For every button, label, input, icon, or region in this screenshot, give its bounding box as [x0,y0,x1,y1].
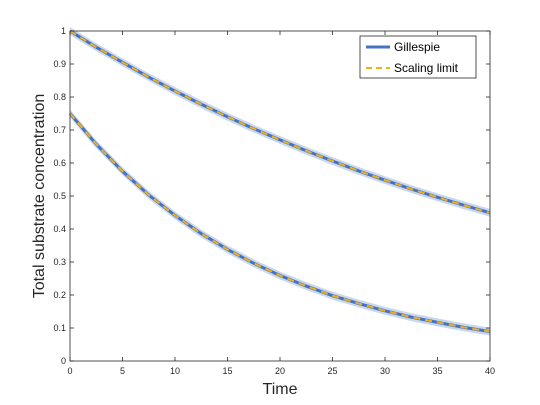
scaling-limit-line-1 [69,112,491,333]
y-axis-label: Total substrate concentration [31,94,48,299]
x-axis-label: Time [263,381,298,398]
legend: Gillespie Scaling limit [359,35,477,79]
ticks: 0 5 10 15 20 25 30 35 40 0 0.1 0.2 0.3 0.4 0.5 0.6 0.7 0.… [53,26,495,376]
y-tick-label: 0 [61,356,66,366]
y-tick-label: 0.6 [53,158,66,168]
gillespie-line-1 [68,112,491,334]
legend-label-gillespie: Gillespie [394,40,440,54]
x-tick-label: 30 [380,366,390,376]
y-tick-label: 0.5 [53,191,66,201]
band-0 [70,27,490,217]
x-tick-label: 25 [327,366,337,376]
y-tick-label: 0.2 [53,290,66,300]
y-tick-label: 1 [61,26,66,36]
legend-label-scaling-limit: Scaling limit [394,61,459,75]
y-tick-label: 0.4 [53,224,66,234]
series-lines [68,29,491,334]
y-tick-label: 0.9 [53,59,66,69]
confidence-bands [70,27,490,336]
y-tick-label: 0.7 [53,125,66,135]
x-tick-label: 15 [222,366,232,376]
x-tick-label: 5 [120,366,125,376]
y-tick-label: 0.1 [53,323,66,333]
x-tick-label: 10 [170,366,180,376]
legend-box [359,35,477,79]
x-tick-label: 40 [485,366,495,376]
scaling-limit-line-0 [69,30,491,214]
x-tick-label: 0 [67,366,72,376]
x-tick-label: 35 [432,366,442,376]
x-tick-label: 20 [275,366,285,376]
y-tick-label: 0.8 [53,92,66,102]
y-tick-label: 0.3 [53,257,66,267]
